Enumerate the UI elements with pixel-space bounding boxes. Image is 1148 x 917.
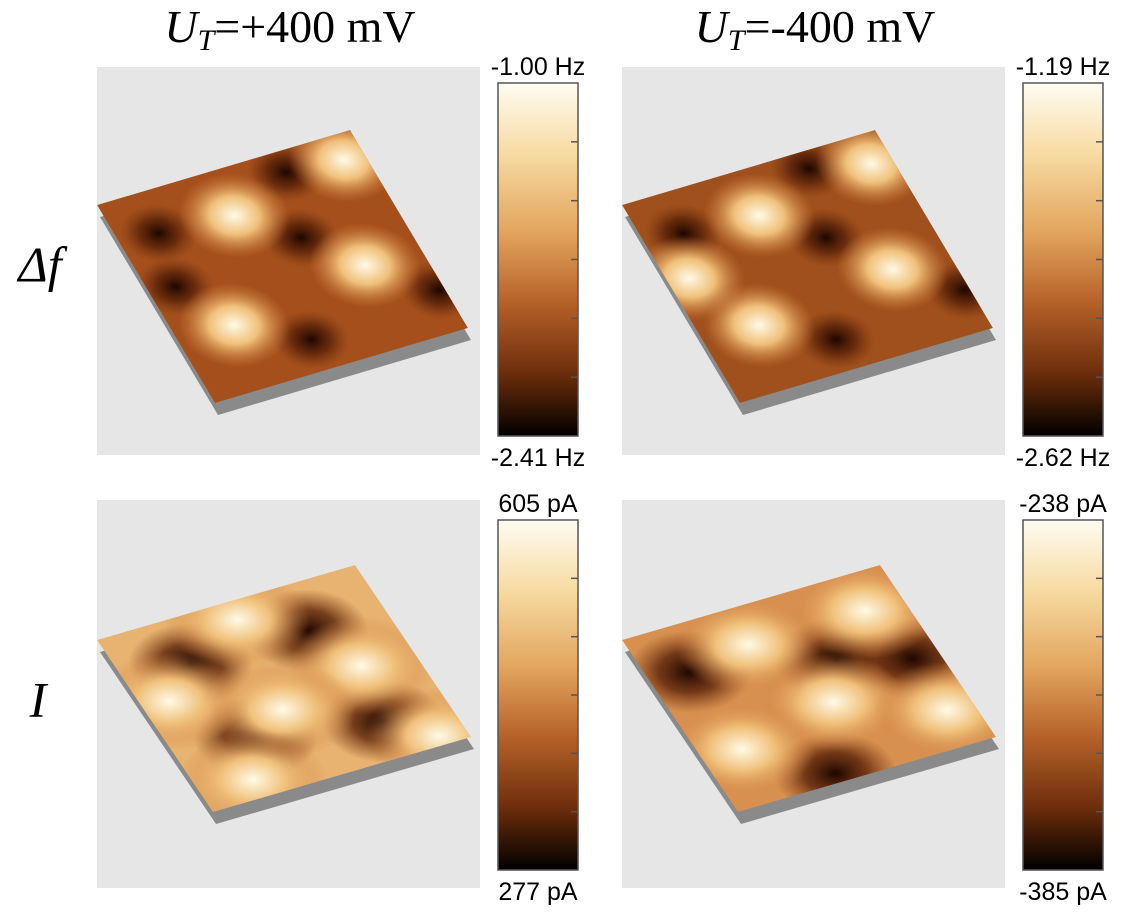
colorbar-min: -2.41 Hz — [491, 444, 585, 472]
column-title: UT=-400 mV — [695, 1, 936, 57]
colorbar-max: 605 pA — [498, 490, 578, 518]
colorbar-min: -2.62 Hz — [1016, 444, 1110, 472]
colorbar — [1022, 519, 1104, 871]
colorbar-max: -238 pA — [1019, 490, 1107, 518]
surface-peak — [178, 173, 291, 258]
title-symbol: U — [164, 1, 200, 52]
colorbar-max: -1.00 Hz — [491, 53, 585, 81]
row-label: I — [29, 671, 49, 727]
colorbar — [497, 82, 579, 437]
colorbar-min: -385 pA — [1019, 878, 1107, 906]
panel: -238 pA -385 pA — [622, 490, 1107, 906]
colorbar-min: 277 pA — [498, 878, 578, 906]
surface — [622, 565, 996, 813]
title-subscript: T — [198, 24, 217, 57]
surface-trough — [797, 309, 876, 370]
colorbar-max: -1.19 Hz — [1016, 53, 1110, 81]
row-label: Δf — [16, 236, 67, 292]
column-title: UT=+400 mV — [164, 1, 415, 57]
title-value: =-400 mV — [745, 1, 936, 52]
surface-peak — [309, 222, 421, 308]
title-symbol: U — [695, 1, 731, 52]
surface-peak — [703, 173, 816, 258]
panel: -1.00 Hz -2.41 Hz — [97, 53, 585, 472]
surface-trough — [272, 309, 351, 370]
surface-peak — [836, 226, 949, 312]
panel: 605 pA 277 pA — [97, 490, 579, 906]
title-subscript: T — [728, 24, 747, 57]
surface — [97, 565, 471, 813]
colorbar — [497, 519, 579, 871]
surface-peak — [178, 282, 290, 368]
surface-trough — [119, 203, 198, 263]
colorbar — [1022, 82, 1104, 437]
panel: -1.19 Hz -2.62 Hz — [622, 53, 1110, 472]
surface — [622, 130, 994, 404]
title-value: =+400 mV — [214, 1, 415, 52]
